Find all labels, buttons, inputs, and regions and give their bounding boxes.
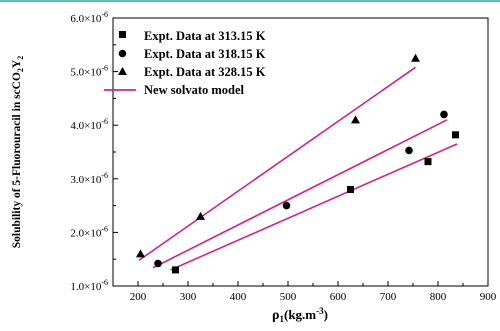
data-point-circle-1 [154, 259, 162, 268]
data-point-square-2 [347, 186, 354, 194]
data-point-circle-4 [440, 110, 448, 119]
data-markers [136, 53, 459, 274]
x-tick-label: 200 [130, 291, 147, 303]
y-tick-label: 2.0×10-6 [70, 224, 108, 239]
data-point-circle-2 [282, 201, 291, 210]
y-axis-title: Solubility of 5-Fluorouracil in scCO2Y2 [11, 56, 25, 248]
model-lines [138, 66, 458, 271]
model-line-2 [152, 119, 448, 269]
x-tick-label: 700 [380, 291, 397, 303]
data-point-triangle-3 [351, 115, 360, 124]
legend-label-model: New solvato model [144, 83, 245, 97]
x-tick-label: 300 [180, 291, 197, 303]
x-tick-label: 600 [330, 291, 347, 303]
x-tick-label: 500 [280, 291, 297, 303]
legend-square-marker [119, 31, 126, 38]
legend-label-318: Expt. Data at 318.15 K [144, 47, 266, 61]
y-tick-label: 6.0×10-6 [70, 10, 108, 25]
legend-label-328: Expt. Data at 328.15 K [144, 65, 266, 79]
data-point-triangle-1 [136, 249, 145, 258]
data-point-square-3 [424, 158, 432, 166]
y-tick-label: 5.0×10-6 [70, 64, 108, 79]
y-tick-label: 1.0×10-6 [70, 278, 108, 293]
model-line-3 [138, 66, 416, 261]
x-tick-label: 800 [430, 291, 447, 303]
x-axis-title: ρ1(kg.m-3) [272, 306, 328, 324]
legend-triangle-marker [118, 67, 127, 75]
y-tick-label: 3.0×10-6 [70, 171, 108, 186]
data-point-triangle-2 [196, 211, 205, 220]
y-axis: 1.0×10-6 2.0×10-6 3.0×10-6 4.0×10-6 5.0×10-6… [70, 10, 118, 293]
data-point-circle-3 [405, 146, 413, 155]
y-tick-label: 4.0×10-6 [70, 117, 108, 132]
data-point-square-1 [172, 266, 179, 274]
legend: Expt. Data at 313.15 K Expt. Data at 318… [104, 29, 266, 97]
x-tick-label: 400 [230, 291, 247, 303]
data-point-square-4 [452, 131, 459, 139]
x-tick-label: 900 [480, 291, 497, 303]
data-point-triangle-4 [411, 53, 420, 62]
model-line-1 [170, 143, 458, 271]
x-axis: 200 300 400 500 600 700 800 900 [112, 281, 497, 303]
legend-label-313: Expt. Data at 313.15 K [144, 29, 266, 43]
legend-circle-marker [118, 49, 127, 58]
